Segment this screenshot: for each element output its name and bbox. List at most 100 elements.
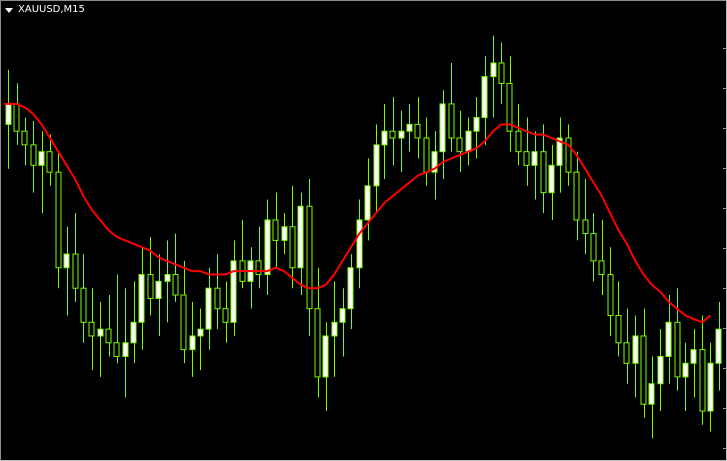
candle [414, 97, 421, 159]
candle-body-bearish [389, 130, 396, 139]
candle [373, 124, 380, 214]
candle [322, 322, 329, 412]
candle [339, 288, 346, 357]
candle-body-bullish [364, 185, 371, 221]
candle-body-bearish [607, 274, 614, 316]
candle [105, 295, 112, 357]
candle-body-bullish [356, 219, 363, 269]
candle [172, 233, 179, 302]
candle-body-bearish [515, 130, 522, 153]
candle-body-bearish [180, 294, 187, 351]
triangle-down-icon[interactable] [5, 7, 13, 13]
candle [197, 308, 204, 371]
candle-body-bullish [331, 321, 338, 337]
candle [389, 97, 396, 166]
price-scale-tick [723, 128, 727, 129]
candle [531, 131, 538, 200]
candle-body-bearish [540, 151, 547, 194]
price-scale-tick [723, 48, 727, 49]
candle [615, 281, 622, 357]
price-scale-tick [723, 288, 727, 289]
candle [481, 56, 488, 145]
candle-body-bullish [490, 62, 497, 78]
candle-body-bullish [138, 274, 145, 323]
candle [272, 192, 279, 268]
candle [122, 288, 129, 398]
candle-body-bearish [214, 287, 221, 310]
candle-body-bearish [573, 171, 580, 221]
candle-body-bearish [565, 137, 572, 173]
candle [439, 90, 446, 179]
candle [590, 213, 597, 282]
candle-body-bullish [632, 335, 639, 364]
candle-body-bullish [230, 260, 237, 323]
moving-average-layer [4, 102, 712, 324]
candle-body-bearish [590, 233, 597, 262]
candle [356, 199, 363, 289]
candle [381, 103, 388, 179]
candle [72, 213, 79, 302]
candle [314, 267, 321, 398]
candle-body-bearish [498, 62, 505, 84]
candle [699, 315, 706, 425]
symbol-timeframe-label: XAUUSD,M15 [18, 4, 85, 15]
candle [648, 356, 655, 439]
candle [205, 267, 212, 350]
candle-body-bullish [322, 335, 329, 378]
candle [30, 120, 37, 193]
candle [214, 254, 221, 330]
candle-body-bearish [640, 335, 647, 405]
candle [674, 288, 681, 391]
candle [632, 315, 639, 398]
candle [155, 254, 162, 336]
candle-body-bullish [481, 76, 488, 119]
candle-body-bullish [665, 321, 672, 357]
candle-body-bullish [281, 226, 288, 241]
candle-body-bullish [439, 103, 446, 153]
candle-body-bullish [297, 205, 304, 269]
candle-body-bearish [699, 349, 706, 412]
candle [715, 301, 722, 391]
candle [281, 213, 288, 255]
candle [80, 254, 87, 343]
candle [113, 274, 120, 364]
candle-body-bullish [189, 335, 196, 351]
candle-body-bullish [657, 355, 664, 385]
candle [88, 288, 95, 371]
candle [164, 240, 171, 323]
candle-body-bearish [414, 123, 421, 139]
candle [456, 110, 463, 173]
candle-body-bearish [582, 219, 589, 235]
candle [598, 219, 605, 296]
candle-body-bullish [707, 362, 714, 412]
candle [222, 281, 229, 343]
candle-body-bullish [556, 137, 563, 166]
candle [657, 329, 664, 412]
candle [63, 226, 70, 316]
price-scale-tick [723, 328, 727, 329]
candle [347, 254, 354, 330]
candle-body-bearish [172, 274, 179, 296]
candle [46, 134, 53, 186]
candle-body-bearish [21, 130, 28, 146]
candle-body-bullish [97, 328, 104, 337]
candle-body-bearish [306, 205, 313, 310]
candle [55, 151, 62, 289]
candle-body-bearish [506, 82, 513, 132]
candle [431, 131, 438, 200]
candle-body-bearish [88, 321, 95, 337]
candle [556, 117, 563, 193]
price-scale-tick [723, 448, 727, 449]
candle [255, 226, 262, 289]
candle [138, 247, 145, 350]
candle-body-bearish [289, 226, 296, 269]
moving-average-line [4, 102, 712, 324]
chart-header[interactable]: XAUUSD,M15 [5, 3, 85, 17]
candle [707, 342, 714, 432]
candle-body-bearish [46, 151, 53, 173]
candle [607, 247, 614, 336]
candle-body-bearish [623, 342, 630, 364]
candle-body-bullish [548, 164, 555, 194]
